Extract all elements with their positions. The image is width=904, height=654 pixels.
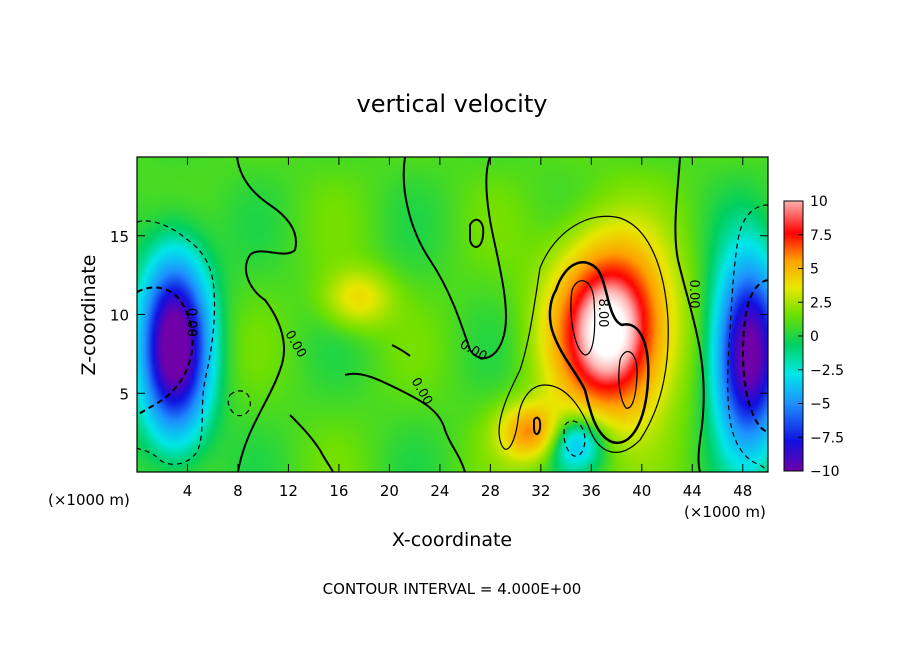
colorbar-ticks: 10 7.5 5 2.5 0 −2.5 −5 −7.5 −10 — [798, 194, 844, 480]
colorbar-tick-label: −2.5 — [810, 363, 844, 379]
contour-updraft-12a — [570, 280, 596, 356]
x-axis-ticks: 4 8 12 16 20 24 28 32 36 40 44 48 — [183, 157, 752, 500]
x-unit-label-left: (×1000 m) — [48, 491, 130, 509]
contour-label: 0.00 — [686, 280, 701, 309]
x-tick-label: 8 — [233, 482, 243, 500]
contour-zero-5 — [289, 414, 334, 472]
contour-updraft-8 — [548, 261, 650, 445]
y-tick-label: 5 — [119, 385, 129, 403]
contour-neg-left — [137, 220, 216, 465]
colorbar-tick-label: 0 — [810, 329, 819, 345]
contour-interval-label: CONTOUR INTERVAL = 4.000E+00 — [323, 580, 582, 598]
contour-zero-1 — [236, 157, 297, 472]
contour-updraft-small — [533, 416, 542, 435]
contour-zero-4 — [344, 372, 466, 472]
plot-area: 0.000.000.000.008.000.00 4 8 12 16 20 24 28 32 3… — [110, 156, 769, 500]
contour-updraft-12b — [618, 350, 638, 409]
contour-updraft-outer — [498, 215, 669, 453]
x-tick-label: 32 — [531, 482, 550, 500]
colorbar-tick-label: −7.5 — [810, 430, 844, 446]
colorbar-tick-label: −10 — [810, 464, 840, 480]
contour-zero-3 — [469, 218, 485, 248]
heatmap-field — [137, 157, 768, 472]
contour-zero-6 — [674, 157, 705, 472]
contour-neg-left-inner — [137, 286, 194, 416]
contour-label: 8.00 — [595, 298, 610, 327]
y-tick-label: 15 — [110, 228, 129, 246]
contour-lines — [137, 157, 768, 472]
x-tick-label: 40 — [632, 482, 651, 500]
contour-neg-right-inner — [741, 279, 768, 433]
y-tick-label: 10 — [110, 307, 129, 325]
x-tick-label: 24 — [430, 482, 449, 500]
x-tick-label: 36 — [582, 482, 601, 500]
y-axis-label: Z-coordinate — [78, 255, 100, 376]
x-tick-label: 20 — [380, 482, 399, 500]
y-axis-ticks: 5 10 15 — [110, 228, 768, 403]
x-tick-label: 44 — [683, 482, 702, 500]
contour-label: 0.00 — [183, 308, 198, 337]
x-tick-label: 4 — [183, 482, 193, 500]
contour-zero-7 — [391, 344, 411, 357]
contour-zero-2 — [402, 157, 507, 360]
colorbar-tick-label: 10 — [810, 194, 828, 210]
contour-neg-left-small — [227, 390, 251, 417]
x-unit-label-right: (×1000 m) — [684, 503, 766, 521]
colorbar-tick-label: −5 — [810, 397, 831, 413]
colorbar-tick-label: 2.5 — [810, 295, 832, 311]
x-tick-label: 16 — [329, 482, 348, 500]
contour-neg-mid — [563, 420, 586, 457]
x-tick-label: 12 — [279, 482, 298, 500]
chart-title: vertical velocity — [357, 90, 548, 118]
x-tick-label: 28 — [481, 482, 500, 500]
x-axis-label: X-coordinate — [392, 529, 512, 551]
colorbar-tick-label: 7.5 — [810, 228, 832, 244]
colorbar-tick-label: 5 — [810, 262, 819, 278]
x-tick-label: 48 — [733, 482, 752, 500]
colorbar: 10 7.5 5 2.5 0 −2.5 −5 −7.5 −10 — [783, 194, 844, 480]
